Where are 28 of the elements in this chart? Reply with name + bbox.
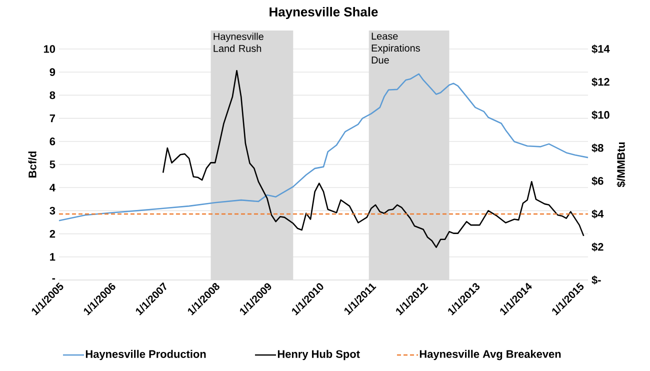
- y-tick-label: -: [52, 278, 56, 280]
- y2-tick-label: $2: [592, 242, 604, 252]
- legend-label: Haynesville Avg Breakeven: [420, 350, 561, 360]
- band-label: Haynesville Land Rush: [214, 32, 264, 52]
- y-tick-label: 10: [44, 45, 56, 53]
- y-axis-title: Bcf/d: [28, 152, 36, 178]
- y-tick-label: 6: [50, 138, 56, 146]
- y2-tick-label: $14: [592, 44, 610, 54]
- y2-axis-title: $/MMBtu: [616, 142, 626, 188]
- y-tick-label: 4: [50, 184, 56, 192]
- y2-tick-label: $4: [592, 210, 604, 218]
- legend-label: Haynesville Production: [86, 350, 206, 360]
- legend-label: Henry Hub Spot: [278, 350, 360, 360]
- y-tick-label: 1: [50, 253, 56, 261]
- y-tick-label: 8: [50, 91, 56, 100]
- band-label: Lease Expirations Due: [372, 32, 420, 64]
- y-tick-label: 7: [50, 114, 55, 122]
- y-tick-label: 3: [50, 206, 56, 215]
- y-tick-label: 2: [50, 230, 56, 238]
- y2-tick-label: $-: [592, 276, 601, 284]
- y2-tick-label: $6: [592, 176, 604, 186]
- y2-tick-label: $10: [592, 110, 610, 120]
- y2-tick-label: $12: [592, 78, 610, 86]
- chart-title: Haynesville Shale: [270, 6, 378, 20]
- line-series: [162, 70, 584, 248]
- y-tick-label: 5: [50, 160, 56, 168]
- y-tick-label: 9: [50, 68, 56, 76]
- y2-tick-label: $8: [592, 144, 604, 152]
